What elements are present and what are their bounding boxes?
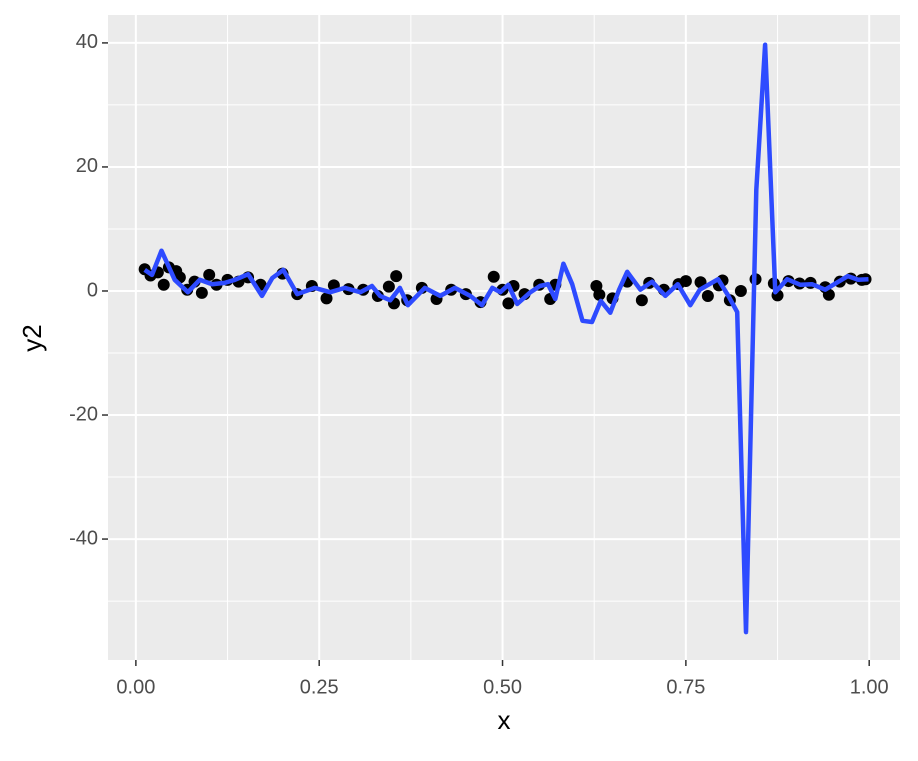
x-tick-label: 0.25: [300, 676, 339, 698]
point: [635, 294, 648, 307]
point: [320, 292, 333, 305]
x-tick-label: 0.50: [483, 676, 522, 698]
x-tick-label: 0.75: [666, 676, 705, 698]
x-tick-label: 0.00: [116, 676, 155, 698]
point: [502, 297, 515, 310]
point: [593, 288, 606, 301]
x-tick-label: 1.00: [850, 676, 889, 698]
point: [701, 289, 714, 302]
point: [382, 280, 395, 293]
y-tick-label: 20: [76, 155, 98, 177]
point: [157, 278, 170, 291]
point: [195, 286, 208, 299]
point: [679, 275, 692, 288]
y-axis-title: y2: [17, 324, 47, 351]
point: [487, 270, 500, 283]
line: [143, 42, 869, 635]
y-tick-label: 0: [87, 279, 98, 301]
y-tick-label: 40: [76, 31, 98, 53]
x-axis-title: x: [498, 705, 511, 735]
point: [203, 268, 216, 281]
point: [734, 284, 747, 297]
y-tick-label: -40: [69, 527, 98, 549]
panel: [108, 15, 900, 660]
y-tick-label: -20: [69, 403, 98, 425]
point: [390, 270, 403, 283]
